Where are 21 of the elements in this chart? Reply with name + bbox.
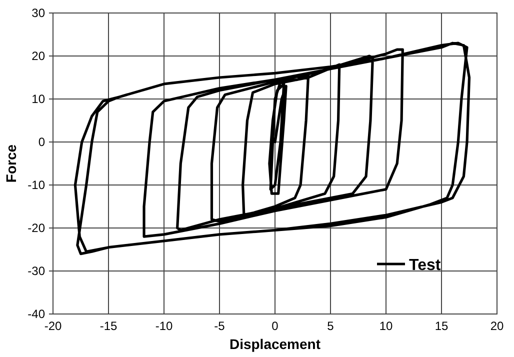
x-tick-label: -5 [214, 319, 226, 333]
x-tick-label: 5 [327, 319, 334, 333]
x-tick-label: 20 [490, 319, 504, 333]
x-tick-label: -15 [100, 319, 118, 333]
x-tick-label: 0 [272, 319, 279, 333]
y-tick-label: 20 [32, 49, 46, 63]
legend-label: Test [409, 257, 442, 274]
line-series [74, 42, 471, 256]
x-tick-label: -10 [155, 319, 173, 333]
y-tick-label: 10 [32, 92, 46, 106]
y-tick-label: -20 [28, 221, 46, 235]
y-tick-label: -10 [28, 178, 46, 192]
x-tick-label: 15 [434, 319, 448, 333]
y-axis-title: Force [3, 144, 19, 183]
x-axis-title: Displacement [229, 336, 321, 352]
y-tick-label: 30 [32, 6, 46, 20]
x-tick-label: -20 [44, 319, 62, 333]
y-tick-label: -40 [28, 307, 46, 321]
x-tick-label: 10 [379, 319, 393, 333]
y-tick-label: -30 [28, 264, 46, 278]
y-tick-label: 0 [38, 135, 46, 149]
